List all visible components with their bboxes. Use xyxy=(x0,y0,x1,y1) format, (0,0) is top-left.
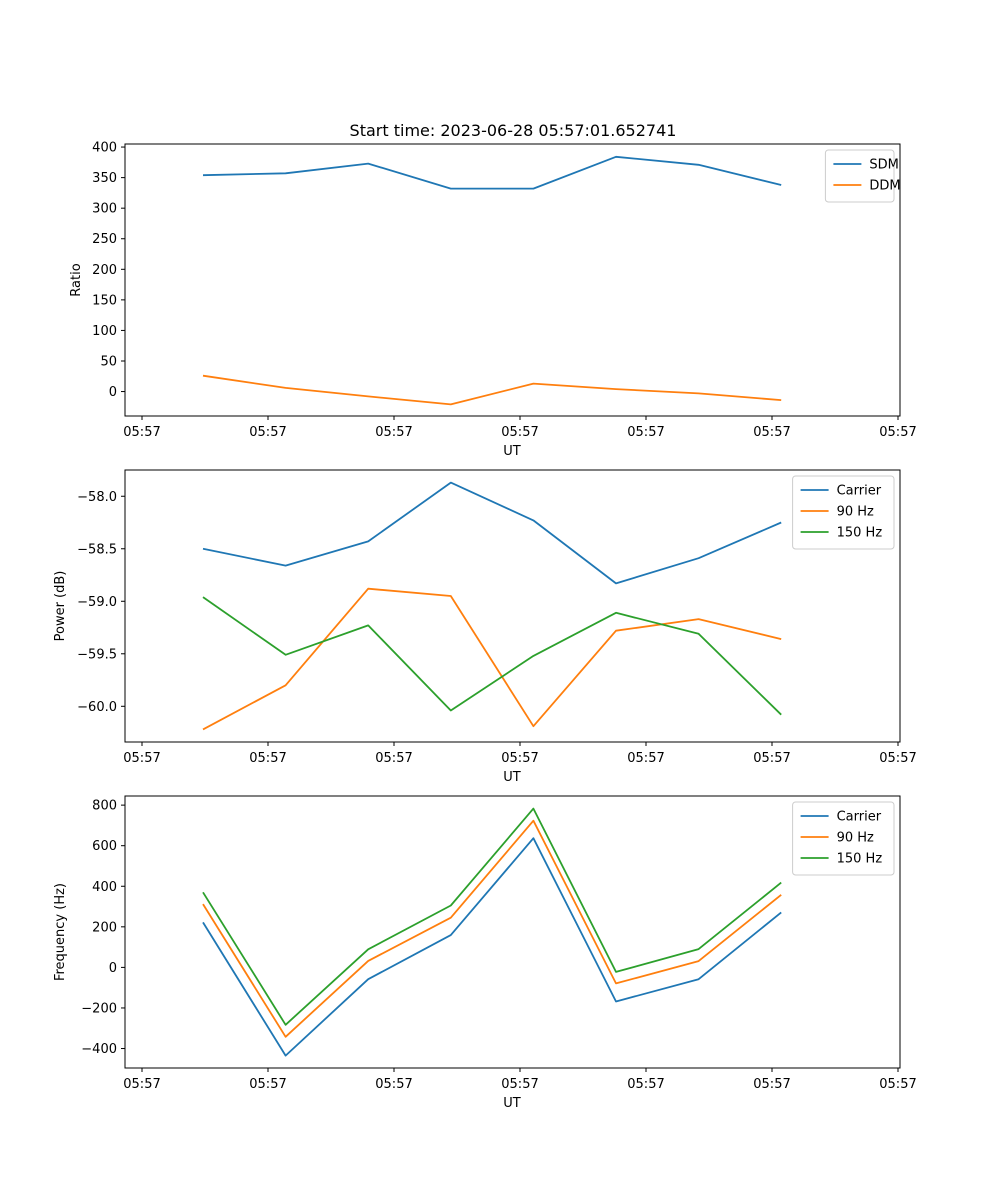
frequency-y-tick-label: 200 xyxy=(92,920,117,935)
frequency-series-90-hz xyxy=(202,819,782,1038)
frequency-x-tick-label: 05:57 xyxy=(249,1077,286,1092)
frequency-series-carrier xyxy=(202,837,782,1057)
frequency-x-tick-label: 05:57 xyxy=(627,1077,664,1092)
ratio-y-tick-label: 100 xyxy=(92,324,117,339)
ratio-y-tick-label: 300 xyxy=(92,202,117,217)
frequency-x-axis-label: UT xyxy=(503,1096,521,1111)
ratio-chart: 05:5705:5705:5705:5705:5705:5705:5705:58… xyxy=(69,141,917,459)
power-y-tick-label: −59.0 xyxy=(77,595,117,610)
power-x-tick-label: 05:57 xyxy=(123,751,160,766)
frequency-legend-label: Carrier xyxy=(837,810,882,825)
frequency-y-axis-label: Frequency (Hz) xyxy=(53,883,68,981)
power-y-tick-label: −58.0 xyxy=(77,490,117,505)
ratio-y-tick-label: 0 xyxy=(109,385,117,400)
power-chart: 05:5705:5705:5705:5705:5705:5705:5705:58… xyxy=(53,469,917,785)
frequency-y-tick-label: 800 xyxy=(92,799,117,814)
frequency-y-tick-label: 400 xyxy=(92,880,117,895)
frequency-x-tick-label: 05:57 xyxy=(879,1077,916,1092)
power-legend xyxy=(792,475,895,550)
frequency-x-tick-label: 05:57 xyxy=(375,1077,412,1092)
frequency-x-tick-label: 05:57 xyxy=(501,1077,538,1092)
power-legend-label: 150 Hz xyxy=(837,526,883,541)
power-legend-label: Carrier xyxy=(837,484,882,499)
frequency-axes-frame xyxy=(124,795,901,1069)
power-series-carrier xyxy=(202,481,782,585)
ratio-x-tick-label: 05:57 xyxy=(753,425,790,440)
ratio-legend-label: SDM xyxy=(869,158,898,173)
ratio-x-tick-label: 05:57 xyxy=(249,425,286,440)
power-x-axis-label: UT xyxy=(503,770,521,785)
frequency-y-tick-label: 600 xyxy=(92,839,117,854)
power-y-tick-label: −58.5 xyxy=(77,542,117,557)
ratio-series-ddm xyxy=(202,374,782,406)
power-x-tick-label: 05:57 xyxy=(249,751,286,766)
frequency-legend-label: 150 Hz xyxy=(837,852,883,867)
power-x-tick-label: 05:57 xyxy=(879,751,916,766)
figure-title: Start time: 2023-06-28 05:57:01.652741 xyxy=(350,121,677,140)
ratio-legend-label: DDM xyxy=(869,179,900,194)
ratio-x-axis-label: UT xyxy=(503,444,521,459)
frequency-chart: 05:5705:5705:5705:5705:5705:5705:5705:58… xyxy=(53,795,917,1111)
frequency-series-150-hz xyxy=(202,807,782,1026)
ratio-series-sdm xyxy=(202,155,782,190)
power-y-tick-label: −60.0 xyxy=(77,700,117,715)
ratio-x-tick-label: 05:57 xyxy=(501,425,538,440)
ratio-y-axis-label: Ratio xyxy=(69,263,84,296)
ratio-x-tick-label: 05:57 xyxy=(879,425,916,440)
frequency-x-tick-label: 05:57 xyxy=(123,1077,160,1092)
ratio-y-tick-label: 200 xyxy=(92,263,117,278)
ratio-y-tick-label: 350 xyxy=(92,171,117,186)
ratio-x-tick-label: 05:57 xyxy=(627,425,664,440)
power-axes-frame xyxy=(124,469,901,743)
power-x-tick-label: 05:57 xyxy=(375,751,412,766)
ratio-y-tick-label: 250 xyxy=(92,232,117,247)
frequency-y-tick-label: −200 xyxy=(81,1001,117,1016)
frequency-y-tick-label: 0 xyxy=(109,961,117,976)
ratio-legend xyxy=(824,149,895,203)
power-x-tick-label: 05:57 xyxy=(753,751,790,766)
power-series-90-hz xyxy=(202,587,782,731)
power-series-150-hz xyxy=(202,596,782,716)
power-x-tick-label: 05:57 xyxy=(501,751,538,766)
frequency-legend-label: 90 Hz xyxy=(837,831,874,846)
ratio-axes-frame xyxy=(124,143,901,417)
ratio-y-tick-label: 50 xyxy=(100,354,117,369)
ratio-y-tick-label: 150 xyxy=(92,293,117,308)
power-legend-label: 90 Hz xyxy=(837,505,874,520)
ratio-y-tick-label: 400 xyxy=(92,141,117,156)
frequency-legend xyxy=(792,801,895,876)
power-x-tick-label: 05:57 xyxy=(627,751,664,766)
ratio-x-tick-label: 05:57 xyxy=(123,425,160,440)
frequency-y-tick-label: −400 xyxy=(81,1042,117,1057)
frequency-x-tick-label: 05:57 xyxy=(753,1077,790,1092)
ratio-x-tick-label: 05:57 xyxy=(375,425,412,440)
power-y-axis-label: Power (dB) xyxy=(53,571,68,642)
power-y-tick-label: −59.5 xyxy=(77,647,117,662)
